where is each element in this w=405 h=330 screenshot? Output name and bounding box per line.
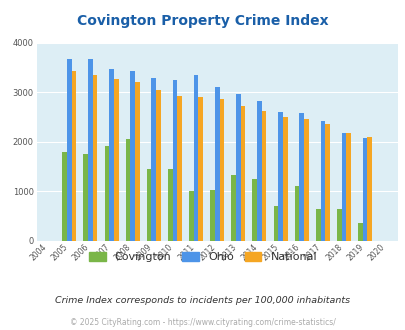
Bar [156,90,160,241]
Bar [193,75,198,241]
Bar [324,124,329,241]
Bar [104,146,109,241]
Bar [282,116,287,241]
Bar [362,139,367,241]
Bar [71,71,76,241]
Bar [261,111,266,241]
Bar [345,133,350,241]
Bar [198,97,202,241]
Bar [83,154,88,241]
Bar [303,119,308,241]
Bar [113,79,118,241]
Legend: Covington, Ohio, National: Covington, Ohio, National [84,248,321,267]
Bar [219,99,224,241]
Bar [273,206,277,241]
Bar [277,112,282,241]
Text: Crime Index corresponds to incidents per 100,000 inhabitants: Crime Index corresponds to incidents per… [55,296,350,306]
Bar [135,82,139,241]
Bar [92,75,97,241]
Bar [88,59,92,241]
Bar [214,87,219,241]
Bar [252,179,256,241]
Text: © 2025 CityRating.com - https://www.cityrating.com/crime-statistics/: © 2025 CityRating.com - https://www.city… [70,318,335,327]
Bar [147,169,151,241]
Bar [341,133,345,241]
Bar [336,209,341,241]
Bar [315,209,320,241]
Bar [298,113,303,241]
Bar [235,94,240,241]
Bar [320,121,324,241]
Bar [367,137,371,241]
Bar [357,222,362,241]
Bar [109,69,113,241]
Bar [67,59,71,241]
Bar [130,71,135,241]
Bar [231,175,235,241]
Bar [189,191,193,241]
Bar [294,186,298,241]
Bar [62,152,67,241]
Bar [172,80,177,241]
Bar [151,78,156,241]
Bar [256,101,261,241]
Bar [126,139,130,241]
Bar [168,169,172,241]
Bar [177,96,181,241]
Bar [240,106,245,241]
Text: Covington Property Crime Index: Covington Property Crime Index [77,15,328,28]
Bar [210,190,214,241]
